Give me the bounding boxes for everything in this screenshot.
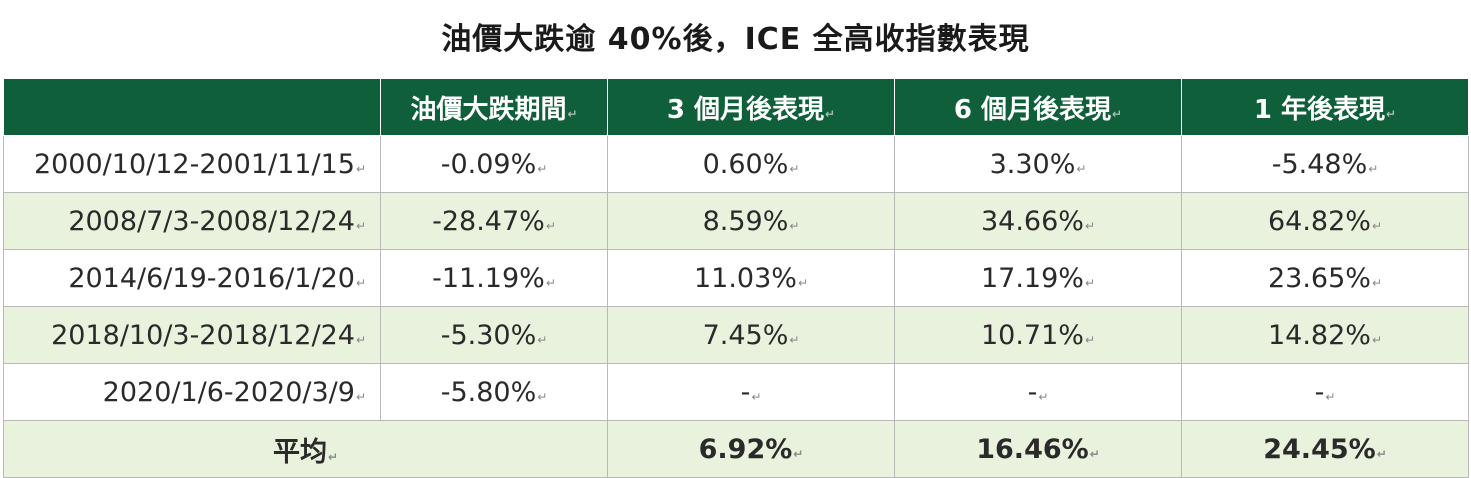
1y-cell: 64.82%↵ [1181,192,1469,250]
page-title: 油價大跌逾 40%後，ICE 全高收指數表現 [441,22,1030,57]
6m-cell: -↵ [894,363,1182,421]
average-1y-cell: 24.45%↵ [1181,420,1469,478]
average-label-cell: 平均↵ [3,420,608,478]
table-header-row: 油價大跌期間↵ 3 個月後表現↵ 6 個月後表現↵ 1 年後表現↵ [3,78,1469,136]
period-cell: 2000/10/12-2001/11/15↵ [3,135,381,193]
table-row: 2008/7/3-2008/12/24↵ -28.47%↵ 8.59%↵ 34.… [3,192,1469,250]
3m-cell: -↵ [607,363,895,421]
table-row: 2014/6/19-2016/1/20↵ -11.19%↵ 11.03%↵ 17… [3,249,1469,307]
return-mark-icon: ↵ [1112,106,1123,121]
6m-cell: 34.66%↵ [894,192,1182,250]
drop-cell: -0.09%↵ [380,135,608,193]
header-cell-1y: 1 年後表現↵ [1181,78,1469,136]
header-cell-6m: 6 個月後表現↵ [894,78,1182,136]
3m-cell: 11.03%↵ [607,249,895,307]
table-row: 2020/1/6-2020/3/9↵ -5.80%↵ -↵ -↵ -↵ [3,363,1469,421]
header-cell-drop: 油價大跌期間↵ [380,78,608,136]
period-cell: 2014/6/19-2016/1/20↵ [3,249,381,307]
drop-cell: -5.80%↵ [380,363,608,421]
header-cell-3m: 3 個月後表現↵ [607,78,895,136]
6m-cell: 17.19%↵ [894,249,1182,307]
table-row: 2000/10/12-2001/11/15↵ -0.09%↵ 0.60%↵ 3.… [3,135,1469,193]
average-row: 平均↵ 6.92%↵ 16.46%↵ 24.45%↵ [3,420,1469,478]
3m-cell: 8.59%↵ [607,192,895,250]
average-6m-cell: 16.46%↵ [894,420,1182,478]
3m-cell: 0.60%↵ [607,135,895,193]
period-cell: 2008/7/3-2008/12/24↵ [3,192,381,250]
drop-cell: -5.30%↵ [380,306,608,364]
return-mark-icon: ↵ [1386,106,1397,121]
6m-cell: 10.71%↵ [894,306,1182,364]
return-mark-icon: ↵ [825,106,836,121]
drop-cell: -28.47%↵ [380,192,608,250]
table-row: 2018/10/3-2018/12/24↵ -5.30%↵ 7.45%↵ 10.… [3,306,1469,364]
1y-cell: -5.48%↵ [1181,135,1469,193]
1y-cell: 14.82%↵ [1181,306,1469,364]
return-mark-icon: ↵ [567,106,578,121]
1y-cell: -↵ [1181,363,1469,421]
header-cell-period [3,78,381,136]
1y-cell: 23.65%↵ [1181,249,1469,307]
average-3m-cell: 6.92%↵ [607,420,895,478]
3m-cell: 7.45%↵ [607,306,895,364]
drop-cell: -11.19%↵ [380,249,608,307]
6m-cell: 3.30%↵ [894,135,1182,193]
performance-table: 油價大跌期間↵ 3 個月後表現↵ 6 個月後表現↵ 1 年後表現↵ 2000/1… [3,78,1469,478]
period-cell: 2018/10/3-2018/12/24↵ [3,306,381,364]
period-cell: 2020/1/6-2020/3/9↵ [3,363,381,421]
